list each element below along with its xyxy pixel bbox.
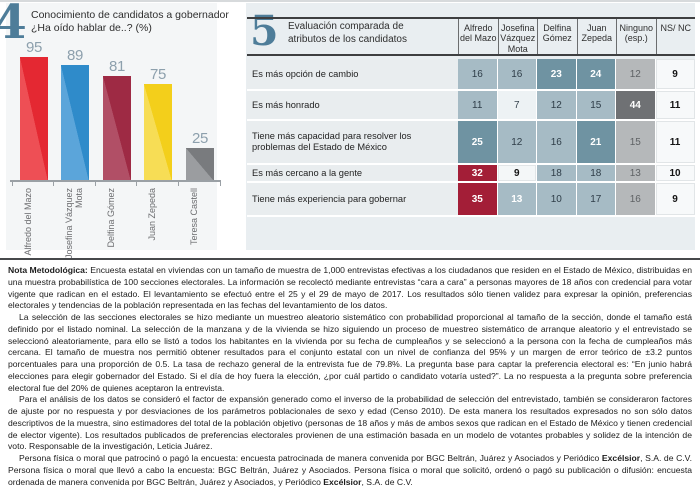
bar-josefina-vazquez-mota <box>61 65 89 181</box>
table-cell: 17 <box>576 183 615 215</box>
figure4-title-line1: Conocimiento de candidatos a gobernador <box>31 9 229 21</box>
axis-tick <box>12 181 13 186</box>
methodology-note: Nota Metodológica: Encuesta estatal en v… <box>8 265 692 487</box>
table-cell: 15 <box>616 121 655 163</box>
row-cells: 11 7 12 15 44 11 <box>458 91 695 119</box>
table-body: Es más opción de cambio 16 16 23 24 12 9… <box>247 59 695 217</box>
row-label: Es más opción de cambio <box>247 59 458 89</box>
table-cell: 7 <box>497 91 536 119</box>
bar-value: 95 <box>25 39 43 56</box>
table-cell: 11 <box>458 91 497 119</box>
figure4-title: Conocimiento de candidatos a gobernador … <box>31 9 231 35</box>
bar-label: Delfina Gómez <box>106 188 116 248</box>
note-paragraph-2: La selección de las secciones electorale… <box>8 312 692 393</box>
axis-tick <box>136 181 137 186</box>
table-cell: 18 <box>537 165 576 181</box>
table-cell: 32 <box>458 165 497 181</box>
table-row: Tiene más capacidad para resolver los pr… <box>247 121 695 163</box>
bar-alfredo-del-mazo <box>20 57 48 181</box>
top-border-line <box>0 0 700 2</box>
column-header-alfredo-del-mazo: Alfredo del Mazo <box>458 19 498 54</box>
figure4-number: 4 <box>0 0 27 50</box>
column-header-josefina-vazquez-mota: Josefina Vázquez Mota <box>497 19 538 54</box>
table-row: Tiene más experiencia para gobernar 35 1… <box>247 183 695 215</box>
column-header-juan-zepeda: Juan Zepeda <box>576 19 617 54</box>
table-cell: 13 <box>497 183 536 215</box>
table-row: Es más honrado 11 7 12 15 44 11 <box>247 91 695 119</box>
row-label: Tiene más experiencia para gobernar <box>247 183 458 215</box>
table-cell: 10 <box>655 165 695 181</box>
figure4-title-line2: ¿Ha oído hablar de..? (%) <box>31 22 152 35</box>
table-cell: 12 <box>537 91 576 119</box>
bar-delfina-gomez <box>103 76 131 181</box>
bar-value: 81 <box>108 58 126 75</box>
row-cells: 35 13 10 17 16 9 <box>458 183 695 215</box>
table-cell: 16 <box>458 59 497 89</box>
bar-value: 25 <box>191 130 209 147</box>
row-cells: 16 16 23 24 12 9 <box>458 59 695 89</box>
column-header-ninguno: Ninguno (esp.) <box>616 19 656 54</box>
table-cell: 15 <box>576 91 615 119</box>
table-cell: 12 <box>616 59 655 89</box>
table-cell: 12 <box>497 121 536 163</box>
axis-tick <box>53 181 54 186</box>
table-cell: 11 <box>655 121 695 163</box>
table-cell: 11 <box>655 91 695 119</box>
table-cell: 25 <box>458 121 497 163</box>
bar-label: Teresa Castell <box>189 188 199 246</box>
table-cell: 9 <box>497 165 536 181</box>
table-cell: 16 <box>616 183 655 215</box>
axis-tick <box>178 181 179 186</box>
bar-value: 89 <box>66 47 84 64</box>
table-cell: 21 <box>576 121 615 163</box>
note-paragraph-1: Nota Metodológica: Encuesta estatal en v… <box>8 265 692 311</box>
x-axis-baseline <box>10 180 221 182</box>
bar-juan-zepeda <box>144 84 172 181</box>
table-cell: 16 <box>537 121 576 163</box>
table-cell: 18 <box>576 165 615 181</box>
table-cell: 16 <box>497 59 536 89</box>
section-divider-line <box>0 258 700 260</box>
table-header-corner <box>247 19 458 54</box>
table-cell: 9 <box>655 183 695 215</box>
table-cell: 23 <box>537 59 576 89</box>
row-cells: 32 9 18 18 13 10 <box>458 165 695 181</box>
row-label: Es más honrado <box>247 91 458 119</box>
table-cell: 13 <box>616 165 655 181</box>
table-cell: 24 <box>576 59 615 89</box>
note-label: Nota Metodológica: <box>8 265 88 275</box>
publisher-name: Excélsior <box>601 453 641 463</box>
row-label: Es más cercano a la gente <box>247 165 458 181</box>
table-row: Es más opción de cambio 16 16 23 24 12 9 <box>247 59 695 89</box>
table-cell: 9 <box>655 59 695 89</box>
publisher-name: Excélsior <box>323 476 362 487</box>
note-paragraph-4: Persona física o moral que patrocinó o p… <box>8 453 692 487</box>
bar-teresa-castell <box>186 148 214 181</box>
row-label: Tiene más capacidad para resolver los pr… <box>247 121 458 163</box>
table-cell: 35 <box>458 183 497 215</box>
bar-value: 75 <box>149 66 167 83</box>
bar-label: Alfredo del Mazo <box>23 188 33 256</box>
table-cell: 10 <box>537 183 576 215</box>
bar-label: Josefina Vázquez Mota <box>64 188 84 260</box>
table-cell: 44 <box>616 91 655 119</box>
row-cells: 25 12 16 21 15 11 <box>458 121 695 163</box>
column-header-ns-nc: NS/ NC <box>655 19 696 54</box>
column-header-delfina-gomez: Delfina Gómez <box>537 19 577 54</box>
axis-tick <box>220 181 221 186</box>
bar-label: Juan Zepeda <box>147 188 157 241</box>
axis-tick <box>95 181 96 186</box>
table-header-row: Alfredo del Mazo Josefina Vázquez Mota D… <box>247 17 695 56</box>
table-row: Es más cercano a la gente 32 9 18 18 13 … <box>247 165 695 181</box>
figure5-title: Evaluación comparada de atributos de los… <box>288 21 407 45</box>
note-paragraph-3: Para el análisis de los datos se conside… <box>8 394 692 452</box>
